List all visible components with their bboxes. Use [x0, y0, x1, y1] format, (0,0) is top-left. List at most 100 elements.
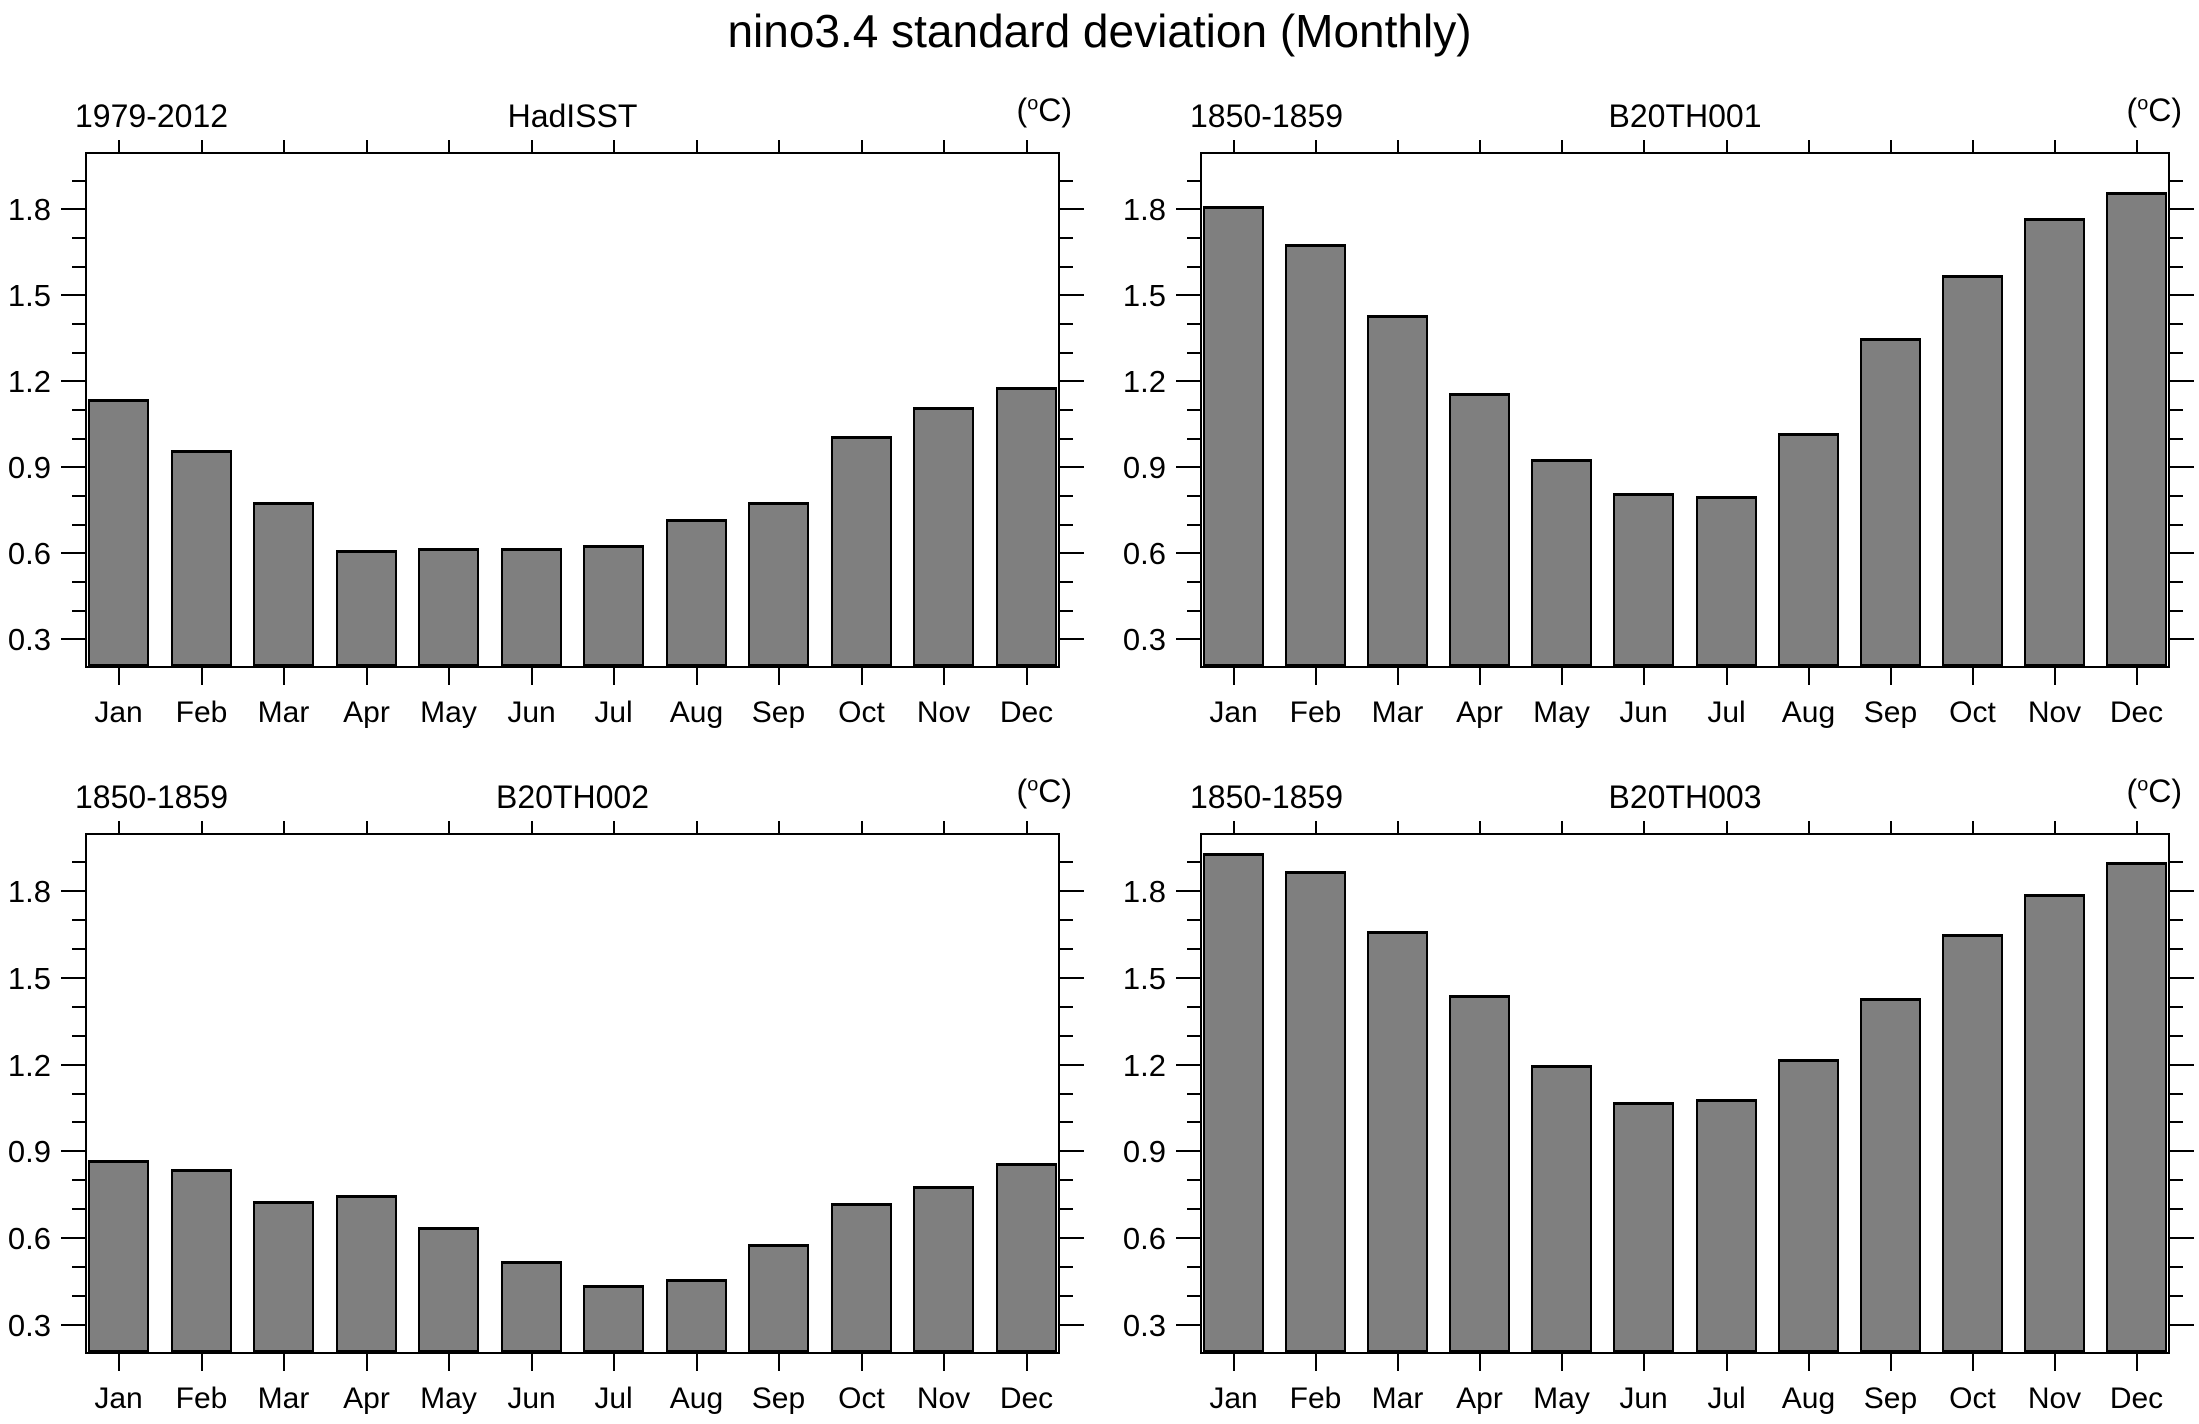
y-minor-tick-left [1187, 919, 1200, 921]
bar-oct [831, 436, 892, 666]
panel-dataset-label: B20TH003 [1608, 779, 1762, 815]
y-minor-tick-right [2170, 581, 2183, 583]
y-minor-tick-left [1187, 409, 1200, 411]
y-minor-tick-left [72, 180, 85, 182]
month-label: Mar [1371, 696, 1424, 729]
month-label: Aug [669, 696, 724, 729]
x-tick-bottom [1642, 668, 1645, 685]
y-minor-tick-left [1187, 581, 1200, 583]
y-minor-tick-left [72, 1266, 85, 1268]
unit-text: ( [1016, 773, 1028, 809]
y-minor-tick-left [72, 323, 85, 325]
y-minor-tick-left [72, 1093, 85, 1095]
y-tick-label: 1.8 [7, 874, 51, 909]
y-minor-tick-right [1060, 1121, 1073, 1123]
y-major-tick-left [61, 890, 85, 892]
x-tick-bottom [1025, 1354, 1028, 1371]
x-tick-top [1889, 140, 1892, 152]
x-tick-bottom [1396, 1354, 1399, 1371]
y-tick-label: 1.8 [1122, 192, 1166, 227]
y-major-tick-right [1060, 890, 1084, 892]
y-minor-tick-left [72, 266, 85, 268]
x-tick-bottom [282, 668, 285, 685]
y-major-tick-left [61, 294, 85, 296]
bar-feb [171, 1169, 232, 1352]
x-tick-top [1232, 821, 1235, 833]
x-tick-bottom [2053, 668, 2056, 685]
y-major-tick-right [1060, 1150, 1084, 1152]
panel-period-label: 1850-1859 [1190, 779, 1344, 815]
x-tick-top [2053, 821, 2056, 833]
y-minor-tick-right [2170, 1035, 2183, 1037]
y-tick-label: 1.2 [7, 1048, 51, 1083]
x-tick-top [447, 140, 450, 152]
bar-jun [501, 548, 562, 666]
y-minor-tick-right [1060, 1035, 1073, 1037]
y-tick-label: 0.3 [1122, 1308, 1166, 1343]
y-tick-label: 1.2 [1122, 364, 1166, 399]
x-tick-top [1314, 140, 1317, 152]
y-minor-tick-right [2170, 438, 2183, 440]
y-minor-tick-left [72, 948, 85, 950]
x-tick-top [200, 140, 203, 152]
x-tick-top [1971, 821, 1974, 833]
x-tick-bottom [447, 668, 450, 685]
panel-period-label: 1850-1859 [75, 779, 229, 815]
y-minor-tick-right [2170, 1006, 2183, 1008]
bar-may [418, 1227, 479, 1352]
plot-frame [1200, 152, 2170, 668]
y-minor-tick-left [1187, 438, 1200, 440]
y-minor-tick-right [1060, 352, 1073, 354]
x-tick-bottom [200, 668, 203, 685]
y-minor-tick-left [72, 919, 85, 921]
y-minor-tick-right [1060, 948, 1073, 950]
bar-oct [1942, 934, 2003, 1352]
x-tick-bottom [530, 1354, 533, 1371]
month-label: Oct [838, 696, 885, 729]
y-major-tick-left [61, 1324, 85, 1326]
y-major-tick-right [1060, 1324, 1084, 1326]
x-tick-top [1232, 140, 1235, 152]
month-label: Mar [1371, 1382, 1424, 1415]
unit-text: o [1027, 773, 1039, 796]
y-major-tick-left [1176, 638, 1200, 640]
bar-nov [2024, 218, 2085, 666]
unit-text: o [1027, 92, 1039, 115]
y-minor-tick-left [72, 861, 85, 863]
y-tick-label: 1.5 [7, 961, 51, 996]
x-tick-top [200, 821, 203, 833]
x-tick-bottom [777, 668, 780, 685]
month-label: Sep [1863, 1382, 1918, 1415]
y-major-tick-left [61, 1237, 85, 1239]
y-minor-tick-right [1060, 581, 1073, 583]
y-tick-label: 0.6 [1122, 1221, 1166, 1256]
y-minor-tick-right [2170, 323, 2183, 325]
month-label: Jan [94, 696, 143, 729]
y-major-tick-left [61, 466, 85, 468]
bar-jun [501, 1261, 562, 1352]
y-major-tick-left [1176, 1237, 1200, 1239]
y-minor-tick-left [72, 438, 85, 440]
y-tick-label: 0.9 [7, 450, 51, 485]
y-tick-label: 0.9 [1122, 1134, 1166, 1169]
y-major-tick-right [2170, 1150, 2194, 1152]
y-minor-tick-left [72, 581, 85, 583]
x-tick-top [612, 140, 615, 152]
y-major-tick-left [61, 552, 85, 554]
y-minor-tick-left [1187, 323, 1200, 325]
y-major-tick-right [2170, 977, 2194, 979]
unit-text: ( [2126, 92, 2138, 128]
month-label: Dec [2109, 696, 2164, 729]
unit-text: o [2137, 92, 2149, 115]
x-tick-top [2135, 821, 2138, 833]
bar-sep [748, 1244, 809, 1352]
x-tick-bottom [2135, 1354, 2138, 1371]
month-label: Nov [2027, 696, 2082, 729]
month-label: Jul [594, 1382, 633, 1415]
y-minor-tick-left [1187, 1295, 1200, 1297]
month-label: Jun [1619, 696, 1668, 729]
x-tick-bottom [365, 668, 368, 685]
bar-feb [1285, 244, 1346, 666]
y-minor-tick-right [1060, 1295, 1073, 1297]
y-minor-tick-right [1060, 524, 1073, 526]
